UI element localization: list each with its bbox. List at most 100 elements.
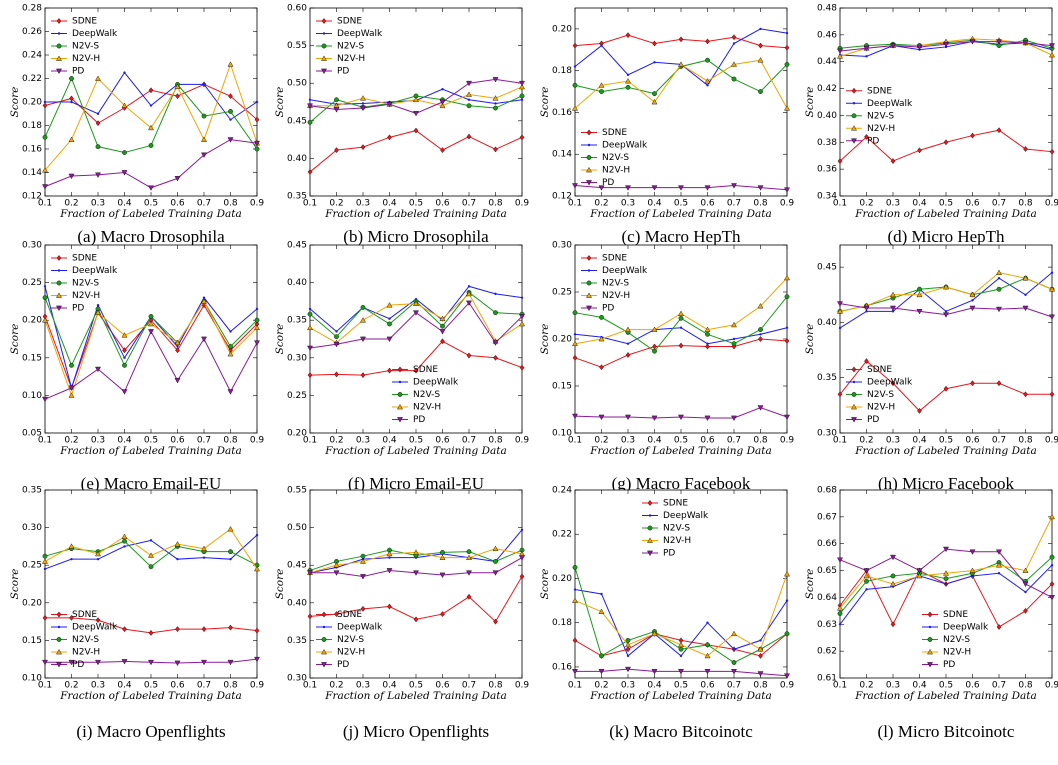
- marker: [307, 570, 313, 576]
- marker: [731, 183, 737, 189]
- legend-label: DeepWalk: [337, 623, 383, 633]
- marker: [626, 654, 630, 658]
- marker: [333, 341, 340, 348]
- y-tick-label: 0.25: [287, 391, 307, 401]
- marker: [599, 314, 604, 320]
- marker: [307, 324, 313, 330]
- marker: [68, 392, 75, 398]
- x-tick-label: 0.2: [64, 681, 78, 691]
- legend-marker: [851, 138, 857, 144]
- marker: [227, 526, 234, 532]
- marker: [678, 342, 684, 349]
- marker: [917, 407, 922, 414]
- marker: [784, 62, 790, 67]
- x-tick-label: 0.3: [621, 199, 635, 209]
- x-tick-label: 0.5: [939, 436, 953, 446]
- y-tick-label: 0.50: [287, 79, 307, 89]
- legend-marker: [851, 366, 857, 373]
- marker: [652, 40, 657, 47]
- marker: [943, 284, 949, 290]
- marker: [386, 101, 393, 108]
- marker: [175, 626, 180, 633]
- x-tick-label: 0.8: [1018, 436, 1033, 446]
- y-axis-label: Score: [539, 569, 551, 600]
- marker: [520, 296, 524, 299]
- x-tick-label: 0.6: [435, 681, 450, 691]
- y-tick-label: 0.26: [22, 27, 42, 37]
- marker: [731, 660, 737, 665]
- marker: [360, 553, 366, 559]
- legend-marker: [321, 637, 327, 642]
- marker: [492, 545, 499, 551]
- marker: [42, 659, 48, 666]
- x-tick-label: 0.5: [409, 681, 423, 691]
- marker: [439, 554, 446, 560]
- y-tick-label: 0.20: [552, 574, 572, 584]
- x-tick-label: 0.5: [144, 681, 158, 691]
- marker: [572, 183, 578, 189]
- marker: [334, 147, 339, 154]
- marker: [996, 380, 1002, 387]
- legend-label: N2V-H: [943, 648, 971, 658]
- marker: [413, 96, 419, 103]
- marker: [386, 550, 393, 557]
- legend-marker: [397, 403, 403, 410]
- marker: [70, 557, 73, 561]
- legend-marker: [321, 68, 327, 75]
- x-tick-label: 0.1: [303, 199, 317, 209]
- y-axis-label: Score: [9, 569, 21, 600]
- y-tick-label: 0.30: [817, 429, 837, 439]
- marker: [572, 310, 578, 316]
- marker: [837, 301, 843, 307]
- legend-label: N2V-H: [867, 124, 895, 134]
- x-axis-label: Fraction of Labeled Training Data: [59, 445, 242, 457]
- marker: [95, 172, 101, 178]
- legend-marker: [647, 500, 653, 506]
- marker: [387, 321, 392, 327]
- marker: [996, 39, 1002, 45]
- marker: [519, 320, 525, 327]
- y-tick-label: 0.34: [817, 192, 837, 202]
- legend-marker: [852, 380, 856, 384]
- legend-marker: [397, 392, 403, 397]
- x-tick-label: 0.6: [965, 681, 980, 691]
- legend-label: SDNE: [72, 610, 97, 620]
- marker: [598, 669, 605, 675]
- marker: [227, 659, 234, 666]
- marker: [651, 630, 658, 637]
- marker: [572, 105, 578, 111]
- marker: [1023, 607, 1028, 614]
- marker: [784, 631, 790, 637]
- marker: [1022, 305, 1029, 312]
- caption: (k) Macro Bitcoinotc: [609, 722, 753, 741]
- x-axis-label: Fraction of Labeled Training Data: [589, 690, 772, 702]
- legend-label: N2V-S: [867, 390, 894, 400]
- marker: [732, 648, 736, 651]
- marker: [228, 109, 233, 114]
- marker: [254, 317, 260, 323]
- y-tick-label: 0.30: [552, 241, 572, 251]
- marker: [1049, 51, 1055, 58]
- marker: [148, 185, 154, 191]
- marker: [68, 385, 75, 391]
- x-tick-label: 0.6: [170, 199, 185, 209]
- marker: [598, 185, 605, 191]
- legend-marker: [56, 662, 62, 668]
- marker: [785, 31, 789, 35]
- legend-label: SDNE: [413, 365, 438, 375]
- marker: [148, 659, 154, 666]
- x-tick-label: 0.6: [170, 436, 185, 446]
- marker: [42, 184, 48, 190]
- marker: [943, 385, 949, 392]
- plot-area: [309, 244, 523, 434]
- legend-label: DeepWalk: [72, 29, 118, 39]
- marker: [757, 405, 764, 411]
- y-tick-label: 0.05: [22, 429, 42, 439]
- marker: [413, 549, 419, 555]
- marker: [678, 646, 684, 652]
- legend-marker: [586, 255, 592, 261]
- marker: [731, 415, 737, 421]
- marker: [625, 84, 631, 90]
- marker: [572, 413, 578, 420]
- y-axis-label: Score: [539, 324, 551, 355]
